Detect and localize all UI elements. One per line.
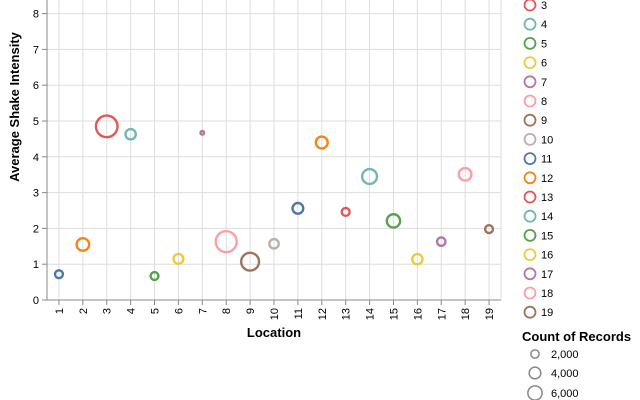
data-point bbox=[291, 201, 305, 215]
color-legend-symbol bbox=[523, 305, 537, 319]
data-point bbox=[268, 237, 280, 250]
data-point bbox=[411, 252, 424, 266]
color-legend-label: 10 bbox=[541, 134, 553, 146]
data-point bbox=[314, 135, 329, 150]
x-tick-label: 18 bbox=[460, 308, 472, 320]
color-legend-symbol bbox=[523, 17, 537, 31]
grid-lines bbox=[47, 0, 501, 301]
color-legend-label: 19 bbox=[541, 307, 553, 319]
color-legend-symbol bbox=[523, 267, 537, 281]
size-legend-label: 4,000 bbox=[551, 368, 579, 380]
x-tick-label: 12 bbox=[317, 308, 329, 320]
data-point bbox=[75, 237, 91, 253]
data-point bbox=[435, 236, 447, 248]
color-legend-symbol bbox=[523, 286, 537, 300]
x-tick-label: 5 bbox=[150, 308, 162, 314]
data-point bbox=[94, 114, 119, 139]
color-legend-label: 8 bbox=[541, 96, 547, 108]
data-point bbox=[340, 206, 351, 218]
x-tick-label: 13 bbox=[341, 308, 353, 320]
data-point bbox=[457, 166, 473, 182]
color-legend-label: 17 bbox=[541, 269, 553, 281]
y-tick-label: 8 bbox=[33, 9, 39, 21]
x-tick-label: 19 bbox=[484, 308, 496, 320]
data-point bbox=[214, 229, 238, 254]
color-legend-symbol bbox=[523, 209, 537, 223]
size-legend-symbol bbox=[528, 366, 542, 380]
color-legend-label: 18 bbox=[541, 288, 553, 300]
color-legend-label: 7 bbox=[541, 77, 547, 89]
color-legend-label: 9 bbox=[541, 115, 547, 127]
y-tick-label: 4 bbox=[33, 152, 39, 164]
x-tick-label: 15 bbox=[388, 308, 400, 320]
data-point bbox=[172, 252, 185, 265]
x-tick-label: 1 bbox=[54, 308, 66, 314]
data-point bbox=[239, 251, 261, 272]
color-legend-label: 5 bbox=[541, 38, 547, 50]
color-legend-symbol bbox=[523, 228, 537, 242]
color-legend-label: 15 bbox=[541, 230, 553, 242]
x-tick-label: 10 bbox=[269, 308, 281, 320]
color-legend-label: 16 bbox=[541, 250, 553, 262]
size-legend-title: Count of Records bbox=[522, 329, 631, 344]
size-legend-label: 6,000 bbox=[551, 388, 579, 400]
color-legend: 3 4 5 6 7 8 9 10 11 12 13 14 15 16 17 18 19 bbox=[523, 0, 553, 319]
color-legend-label: 14 bbox=[541, 211, 553, 223]
x-tick-label: 7 bbox=[197, 308, 209, 314]
color-legend-symbol bbox=[523, 37, 537, 50]
x-tick-label: 9 bbox=[245, 308, 257, 314]
x-tick-label: 2 bbox=[78, 308, 90, 314]
y-axis-title: Average Shake Intensity bbox=[7, 31, 22, 182]
color-legend-label: 6 bbox=[541, 58, 547, 70]
x-axis-title: Location bbox=[247, 325, 301, 340]
data-point bbox=[149, 270, 160, 282]
color-legend-symbol bbox=[523, 0, 537, 12]
x-tick-label: 8 bbox=[221, 308, 233, 314]
color-legend-label: 13 bbox=[541, 192, 553, 204]
color-legend-label: 11 bbox=[541, 154, 552, 166]
data-point bbox=[53, 269, 65, 280]
x-tick-label: 11 bbox=[293, 308, 305, 319]
color-legend-symbol bbox=[523, 113, 537, 127]
y-tick-label: 5 bbox=[33, 116, 39, 128]
y-tick-label: 3 bbox=[33, 188, 39, 200]
y-tick-label: 0 bbox=[33, 295, 39, 307]
data-point bbox=[360, 167, 379, 186]
y-tick-label: 2 bbox=[33, 223, 39, 235]
x-tick-label: 16 bbox=[412, 308, 424, 320]
color-legend-label: 12 bbox=[541, 173, 553, 185]
size-legend: Count of Records 2,000 4,000 6,000 bbox=[522, 329, 631, 400]
color-legend-label: 3 bbox=[541, 0, 547, 12]
size-legend-label: 2,000 bbox=[551, 349, 579, 361]
color-legend-symbol bbox=[523, 248, 537, 262]
color-legend-symbol bbox=[523, 75, 537, 89]
x-tick-label: 6 bbox=[173, 308, 185, 314]
x-tick-label: 17 bbox=[436, 308, 448, 320]
color-legend-symbol bbox=[523, 190, 537, 204]
color-legend-symbol bbox=[523, 171, 537, 185]
data-point bbox=[199, 129, 206, 136]
size-legend-symbol bbox=[527, 385, 543, 400]
color-legend-symbol bbox=[523, 56, 537, 69]
data-point bbox=[385, 213, 402, 229]
color-legend-symbol bbox=[523, 152, 537, 166]
x-tick-label: 4 bbox=[126, 308, 138, 314]
color-legend-symbol bbox=[523, 94, 537, 108]
size-legend-symbol bbox=[530, 349, 540, 359]
y-tick-label: 7 bbox=[33, 44, 39, 56]
color-legend-symbol bbox=[523, 132, 537, 146]
data-point bbox=[483, 223, 495, 235]
data-point bbox=[124, 127, 137, 141]
y-tick-label: 6 bbox=[33, 80, 39, 92]
y-tick-label: 1 bbox=[33, 259, 39, 271]
data-points bbox=[53, 114, 495, 282]
x-tick-label: 3 bbox=[102, 308, 114, 314]
color-legend-label: 4 bbox=[541, 19, 547, 31]
x-tick-label: 14 bbox=[365, 308, 377, 320]
